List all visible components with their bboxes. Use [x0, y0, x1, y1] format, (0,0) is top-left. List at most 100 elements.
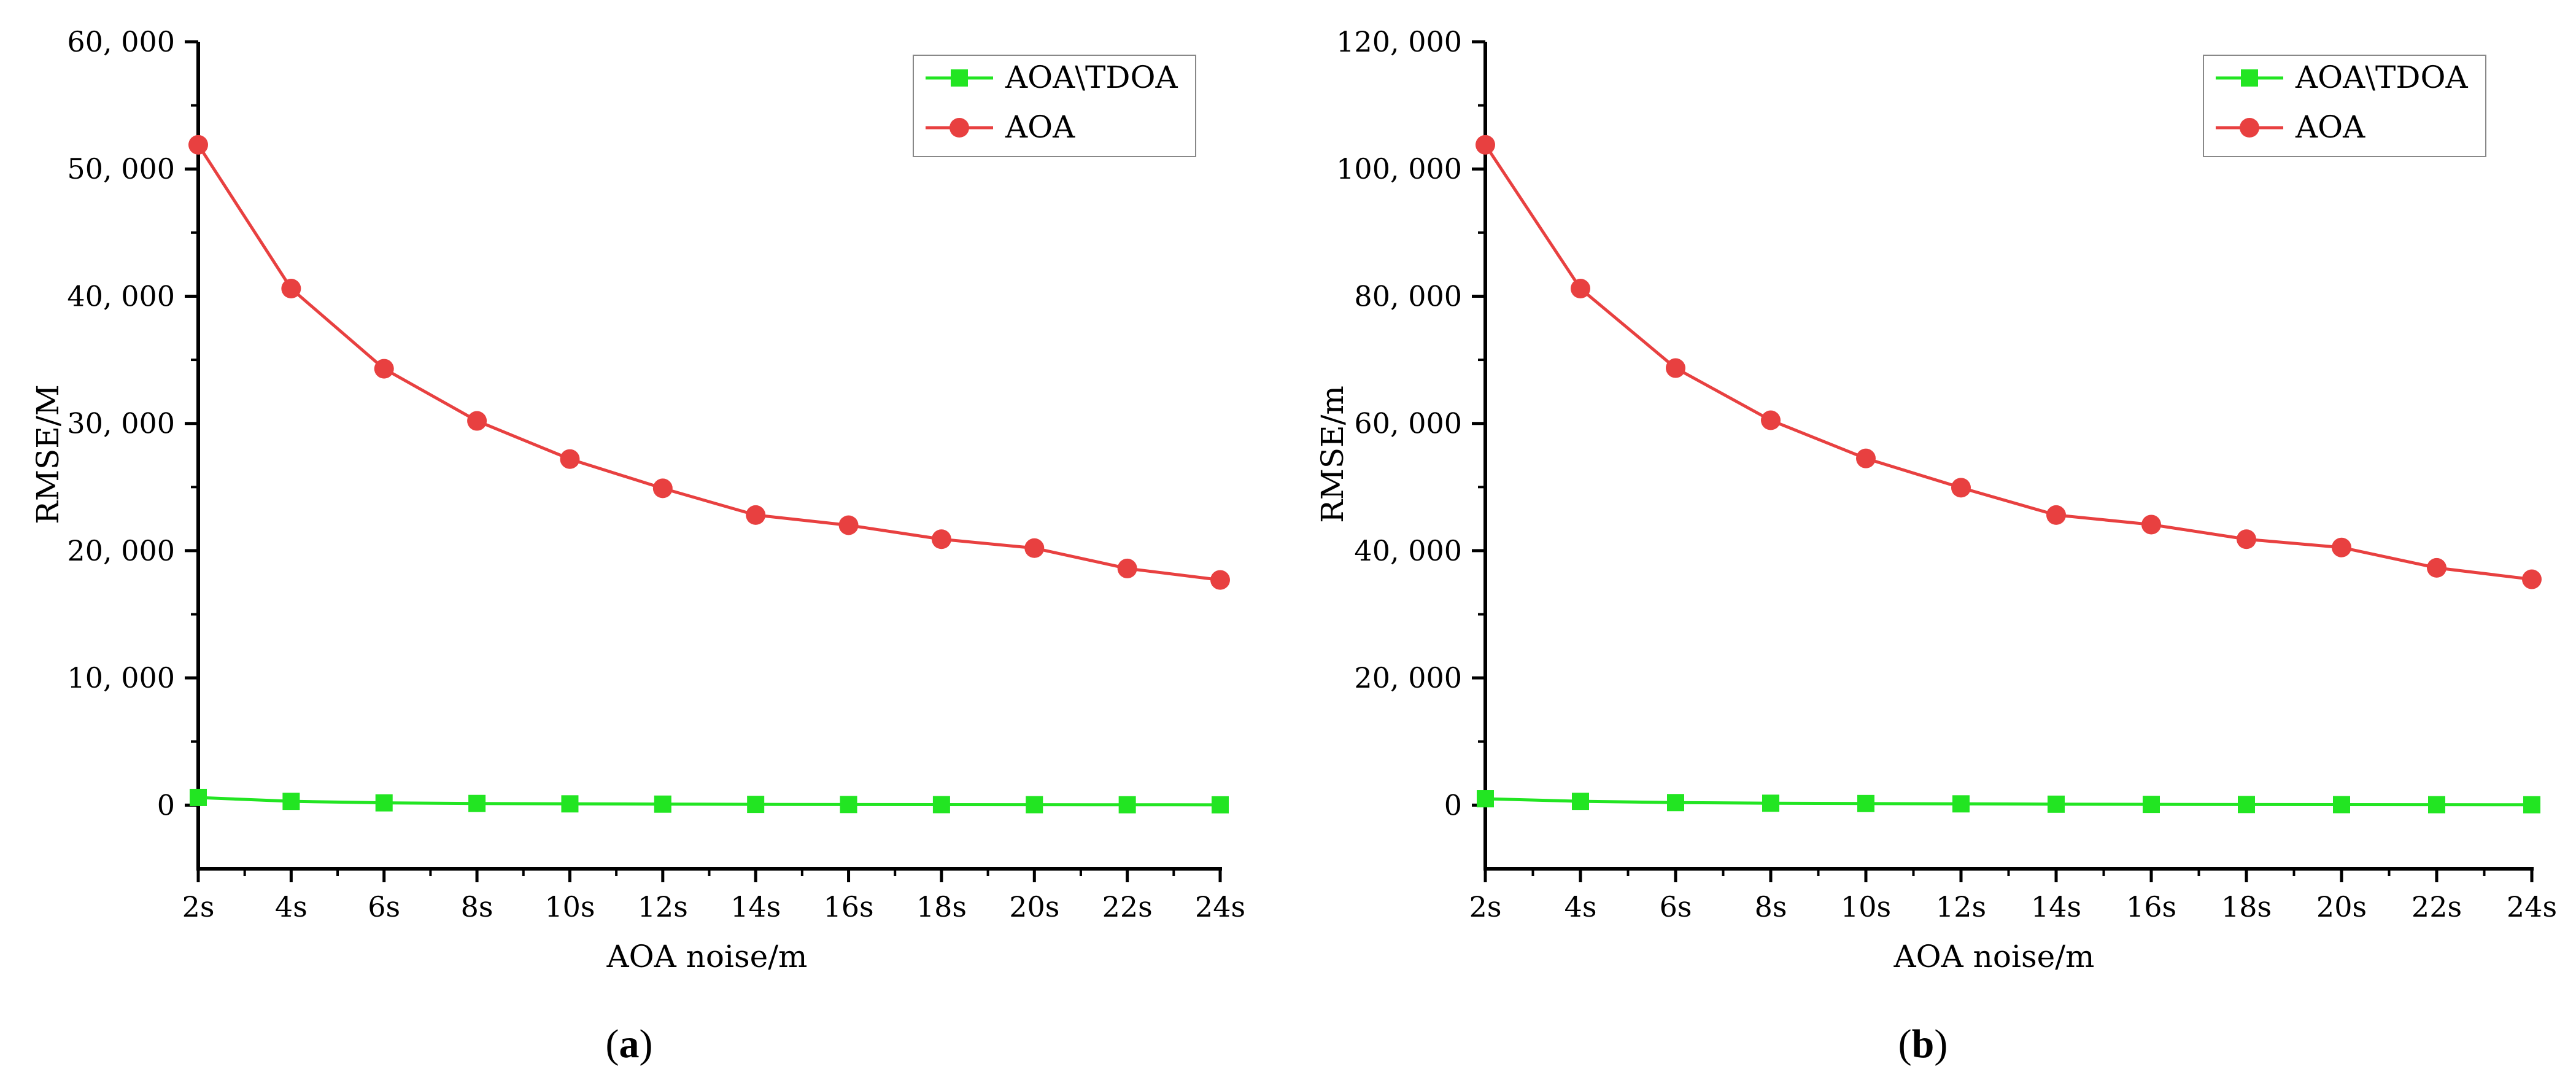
point-aoa-tdoa [561, 795, 579, 813]
point-aoa [1666, 358, 1685, 378]
point-aoa-tdoa [190, 788, 207, 806]
point-aoa-tdoa [1118, 796, 1136, 813]
x-axis-title: AOA noise/m [606, 939, 808, 974]
point-aoa-tdoa [1212, 796, 1229, 813]
point-aoa-tdoa [375, 794, 393, 812]
point-aoa [2522, 569, 2542, 589]
legend-marker-aoa-tdoa [951, 69, 968, 87]
y-tick-label: 10, 000 [67, 661, 175, 694]
point-aoa-tdoa [1572, 793, 1589, 810]
point-aoa-tdoa [747, 796, 765, 813]
point-aoa-tdoa [654, 795, 671, 813]
point-aoa [1117, 558, 1137, 578]
point-aoa-tdoa [840, 796, 857, 813]
x-tick-label: 12s [1936, 890, 1986, 923]
x-tick-label: 20s [2316, 890, 2367, 923]
plot-area [1476, 134, 2542, 813]
x-tick-label: 6s [368, 890, 400, 923]
x-tick-label: 12s [638, 890, 688, 923]
caption-b: (b) [1898, 1022, 1948, 1066]
x-tick-label: 16s [2126, 890, 2176, 923]
axes-frame: 0 20, 000 40, 000 60, 000 80, 000 100, 000 120… [1336, 25, 2557, 923]
x-tick-label: 18s [2221, 890, 2272, 923]
legend-label-aoa: AOA [2295, 109, 2365, 145]
y-tick-label: 120, 000 [1336, 25, 1462, 58]
legend-marker-aoa-tdoa [2241, 69, 2258, 87]
point-aoa [2237, 529, 2256, 549]
legend: AOA\TDOA AOA [2203, 55, 2486, 157]
point-aoa-tdoa [2048, 795, 2065, 813]
legend-label-aoa-tdoa: AOA\TDOA [1005, 60, 1178, 95]
x-tick-label: 6s [1660, 890, 1692, 923]
caption-letter-a: a [619, 1022, 640, 1066]
point-aoa [1761, 410, 1781, 430]
point-aoa [1571, 279, 1590, 299]
series-line-aoa-tdoa [1485, 797, 2532, 807]
point-aoa-tdoa [2428, 796, 2445, 813]
point-aoa [2046, 505, 2066, 525]
point-aoa [1856, 448, 1876, 468]
series-line-aoa [196, 144, 1221, 582]
y-tick-label: 0 [157, 788, 175, 821]
axes-frame: 0 10, 000 20, 000 30, 000 40, 000 50, 000 60, … [67, 25, 1245, 923]
point-aoa [652, 478, 673, 499]
point-aoa-tdoa [468, 794, 486, 812]
point-aoa [746, 505, 766, 525]
x-tick-label: 24s [1195, 890, 1245, 923]
point-aoa-tdoa [932, 796, 950, 813]
point-aoa-tdoa [1762, 794, 1779, 812]
point-aoa [374, 359, 394, 379]
caption-letter-b: b [1912, 1022, 1935, 1066]
y-tick-label: 60, 000 [1354, 407, 1462, 440]
x-tick-label: 16s [823, 890, 873, 923]
legend-marker-aoa [2240, 118, 2259, 138]
y-tick-label: 20, 000 [1354, 661, 1462, 694]
x-tick-label: 14s [2031, 890, 2081, 923]
legend: AOA\TDOA AOA [913, 55, 1196, 157]
point-aoa [2141, 514, 2161, 535]
x-tick-label: 8s [461, 890, 493, 923]
point-aoa [1024, 538, 1045, 558]
point-aoa-tdoa [1952, 795, 1970, 813]
point-aoa [931, 529, 951, 549]
x-tick-label: 4s [275, 890, 307, 923]
point-aoa [2427, 557, 2446, 578]
x-tick-label: 22s [1102, 890, 1153, 923]
point-aoa-tdoa [2333, 796, 2350, 813]
point-aoa [281, 279, 301, 299]
point-aoa [838, 515, 859, 535]
point-aoa-tdoa [1026, 796, 1043, 813]
point-aoa [188, 134, 208, 155]
y-axis-title: RMSE/m [1315, 386, 1350, 523]
x-tick-label: 22s [2412, 890, 2462, 923]
chart-panel-b: 0 20, 000 40, 000 60, 000 80, 000 100, 000 120… [1315, 25, 2557, 1066]
y-tick-label: 50, 000 [67, 152, 175, 185]
legend-label-aoa: AOA [1005, 109, 1075, 145]
point-aoa-tdoa [2523, 796, 2540, 813]
point-aoa-tdoa [282, 793, 300, 810]
point-aoa [1210, 570, 1230, 590]
y-tick-label: 100, 000 [1336, 152, 1462, 185]
y-tick-label: 20, 000 [67, 534, 175, 567]
point-aoa-tdoa [1667, 794, 1684, 812]
series-line-aoa-tdoa [198, 796, 1221, 807]
legend-label-aoa-tdoa: AOA\TDOA [2295, 60, 2468, 95]
chart-panel-a: 0 10, 000 20, 000 30, 000 40, 000 50, 000 60, … [30, 25, 1245, 1066]
x-tick-label: 10s [1841, 890, 1891, 923]
x-tick-label: 14s [730, 890, 781, 923]
y-tick-label: 40, 000 [1354, 534, 1462, 567]
point-aoa [467, 411, 487, 431]
point-aoa-tdoa [2238, 796, 2255, 813]
point-aoa-tdoa [1857, 794, 1874, 812]
x-tick-label: 2s [1469, 890, 1502, 923]
x-tick-label: 2s [182, 890, 215, 923]
caption-a: (a) [606, 1022, 653, 1066]
x-tick-label: 4s [1565, 890, 1597, 923]
x-axis-title: AOA noise/m [1893, 939, 2095, 974]
x-tick-label: 10s [544, 890, 595, 923]
point-aoa [2332, 537, 2351, 557]
y-tick-label: 80, 000 [1354, 279, 1462, 313]
x-tick-label: 18s [916, 890, 967, 923]
point-aoa-tdoa [2143, 796, 2160, 813]
